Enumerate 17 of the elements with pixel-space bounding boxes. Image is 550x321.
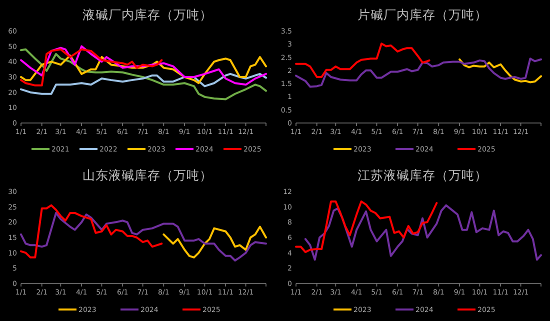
line-series bbox=[162, 226, 267, 258]
line-series bbox=[20, 48, 267, 100]
chart-title: 山东液碱库存（万吨） bbox=[82, 168, 212, 182]
line-series bbox=[295, 200, 438, 254]
line-series bbox=[304, 204, 542, 261]
line-series bbox=[20, 45, 267, 86]
line-series bbox=[295, 58, 542, 88]
chart-title: 江苏液碱库存（万吨） bbox=[358, 168, 488, 182]
line-series bbox=[20, 72, 267, 95]
line-series bbox=[20, 48, 163, 86]
line-series bbox=[20, 204, 163, 258]
chart-title: 液碱厂内库存（万吨） bbox=[82, 7, 212, 22]
line-series bbox=[20, 54, 267, 84]
line-series bbox=[20, 212, 267, 262]
line-series bbox=[458, 58, 542, 84]
chart-title: 片碱厂内库存（万吨） bbox=[358, 7, 488, 22]
line-series bbox=[295, 42, 430, 78]
